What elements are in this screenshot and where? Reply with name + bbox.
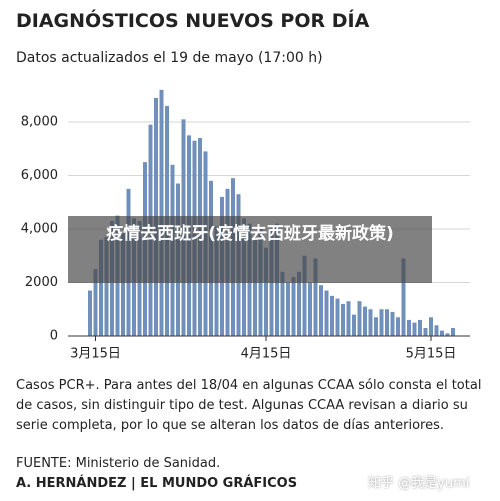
bar [451, 327, 455, 336]
y-tick-label: 2000 [25, 275, 58, 290]
bar [412, 322, 417, 336]
bar [379, 309, 384, 336]
bar [93, 269, 98, 336]
bar [324, 290, 329, 336]
bar [423, 327, 428, 336]
bar [407, 319, 411, 336]
source: FUENTE: Ministerio de Sanidad. [16, 456, 221, 471]
bar [297, 271, 301, 336]
x-tick-label: 4月15日 [241, 347, 292, 362]
y-tick-label: 4,000 [21, 222, 58, 237]
y-tick-label: 8,000 [21, 115, 58, 130]
bar [319, 285, 323, 336]
bar [121, 231, 125, 336]
bar [418, 319, 422, 336]
bar [346, 301, 351, 336]
bar [440, 330, 444, 336]
caption-band [68, 216, 432, 283]
x-tick-label: 5月15日 [406, 347, 457, 362]
bar [104, 237, 109, 336]
bar [291, 277, 296, 336]
bar [330, 295, 334, 336]
bar [363, 306, 367, 336]
y-tick-label: 6,000 [21, 168, 58, 183]
bar [308, 282, 312, 336]
watermark: 知乎 @我是yumi [368, 476, 470, 491]
bar [99, 239, 103, 336]
bar [434, 325, 439, 336]
y-tick-label: 0 [50, 329, 58, 344]
bar [253, 239, 257, 336]
x-tick-label: 3月15日 [70, 347, 121, 362]
bar [401, 258, 406, 336]
bar [396, 317, 400, 336]
bar [88, 290, 92, 336]
bar [390, 311, 395, 336]
bar [280, 271, 285, 336]
note: Casos PCR+. Para antes del 18/04 en algu… [16, 378, 482, 433]
bar [302, 255, 307, 336]
bar [374, 317, 378, 336]
bar [385, 309, 389, 336]
chart-title: DIAGNÓSTICOS NUEVOS POR DÍA [16, 10, 370, 32]
bar [357, 301, 362, 336]
bar [159, 89, 164, 337]
bar [445, 333, 450, 336]
bar [335, 298, 340, 336]
credit: A. HERNÁNDEZ | EL MUNDO GRÁFICOS [16, 476, 298, 491]
bar [352, 314, 356, 336]
caption: 疫情去西班牙(疫情去西班牙最新政策) [106, 224, 394, 244]
bar [313, 258, 318, 336]
bar [286, 282, 290, 336]
bar [429, 317, 433, 336]
bar [341, 303, 345, 336]
bar [264, 247, 268, 336]
bar [368, 309, 373, 336]
chart-subtitle: Datos actualizados el 19 de mayo (17:00 … [16, 50, 323, 66]
